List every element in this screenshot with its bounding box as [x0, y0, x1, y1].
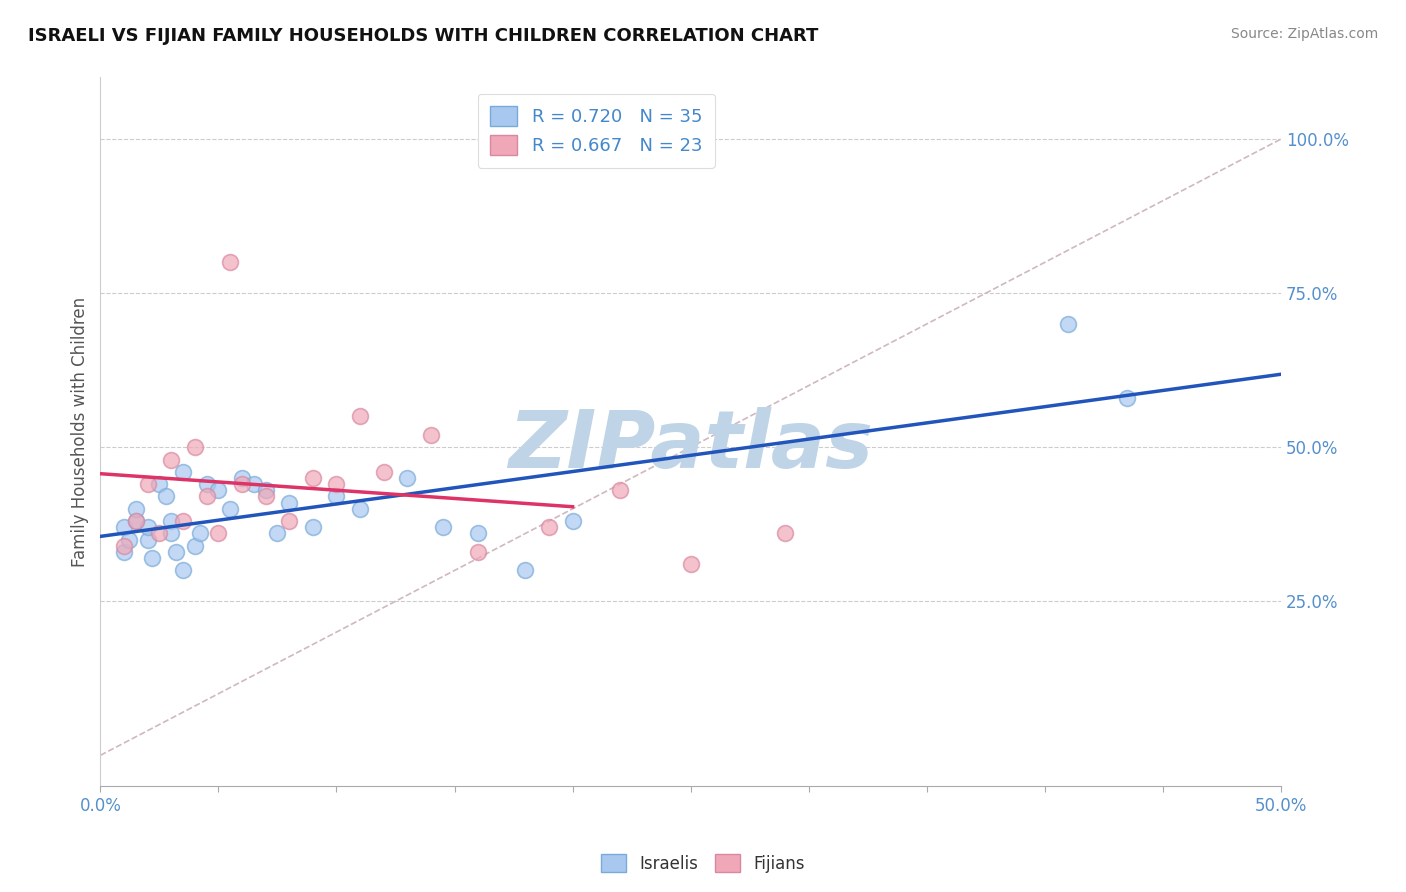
Point — [302, 471, 325, 485]
Legend: R = 0.720   N = 35, R = 0.667   N = 23: R = 0.720 N = 35, R = 0.667 N = 23 — [478, 94, 714, 168]
Legend: Israelis, Fijians: Israelis, Fijians — [595, 847, 811, 880]
Point — [207, 526, 229, 541]
Point — [165, 545, 187, 559]
Point — [302, 520, 325, 534]
Point — [184, 539, 207, 553]
Point — [160, 452, 183, 467]
Point — [773, 526, 796, 541]
Point — [172, 564, 194, 578]
Point — [125, 514, 148, 528]
Point — [172, 514, 194, 528]
Point — [136, 533, 159, 547]
Point — [609, 483, 631, 498]
Point — [231, 477, 253, 491]
Point — [1116, 391, 1139, 405]
Point — [561, 514, 583, 528]
Text: Source: ZipAtlas.com: Source: ZipAtlas.com — [1230, 27, 1378, 41]
Point — [396, 471, 419, 485]
Point — [207, 483, 229, 498]
Point — [118, 533, 141, 547]
Point — [125, 514, 148, 528]
Point — [136, 477, 159, 491]
Point — [155, 490, 177, 504]
Point — [467, 545, 489, 559]
Point — [112, 520, 135, 534]
Point — [160, 514, 183, 528]
Point — [112, 539, 135, 553]
Point — [266, 526, 288, 541]
Point — [219, 501, 242, 516]
Point — [160, 526, 183, 541]
Point — [679, 558, 702, 572]
Point — [219, 255, 242, 269]
Point — [467, 526, 489, 541]
Point — [148, 526, 170, 541]
Point — [195, 490, 218, 504]
Point — [373, 465, 395, 479]
Point — [184, 440, 207, 454]
Point — [537, 520, 560, 534]
Point — [325, 477, 347, 491]
Text: ZIPatlas: ZIPatlas — [508, 407, 873, 485]
Point — [278, 496, 301, 510]
Point — [254, 490, 277, 504]
Point — [254, 483, 277, 498]
Point — [243, 477, 266, 491]
Point — [515, 564, 537, 578]
Point — [148, 477, 170, 491]
Text: ISRAELI VS FIJIAN FAMILY HOUSEHOLDS WITH CHILDREN CORRELATION CHART: ISRAELI VS FIJIAN FAMILY HOUSEHOLDS WITH… — [28, 27, 818, 45]
Point — [172, 465, 194, 479]
Point — [325, 490, 347, 504]
Y-axis label: Family Households with Children: Family Households with Children — [72, 297, 89, 566]
Point — [1057, 317, 1080, 331]
Point — [231, 471, 253, 485]
Point — [349, 501, 371, 516]
Point — [195, 477, 218, 491]
Point — [141, 551, 163, 566]
Point — [188, 526, 211, 541]
Point — [125, 501, 148, 516]
Point — [112, 545, 135, 559]
Point — [349, 409, 371, 424]
Point — [278, 514, 301, 528]
Point — [419, 428, 441, 442]
Point — [432, 520, 454, 534]
Point — [136, 520, 159, 534]
